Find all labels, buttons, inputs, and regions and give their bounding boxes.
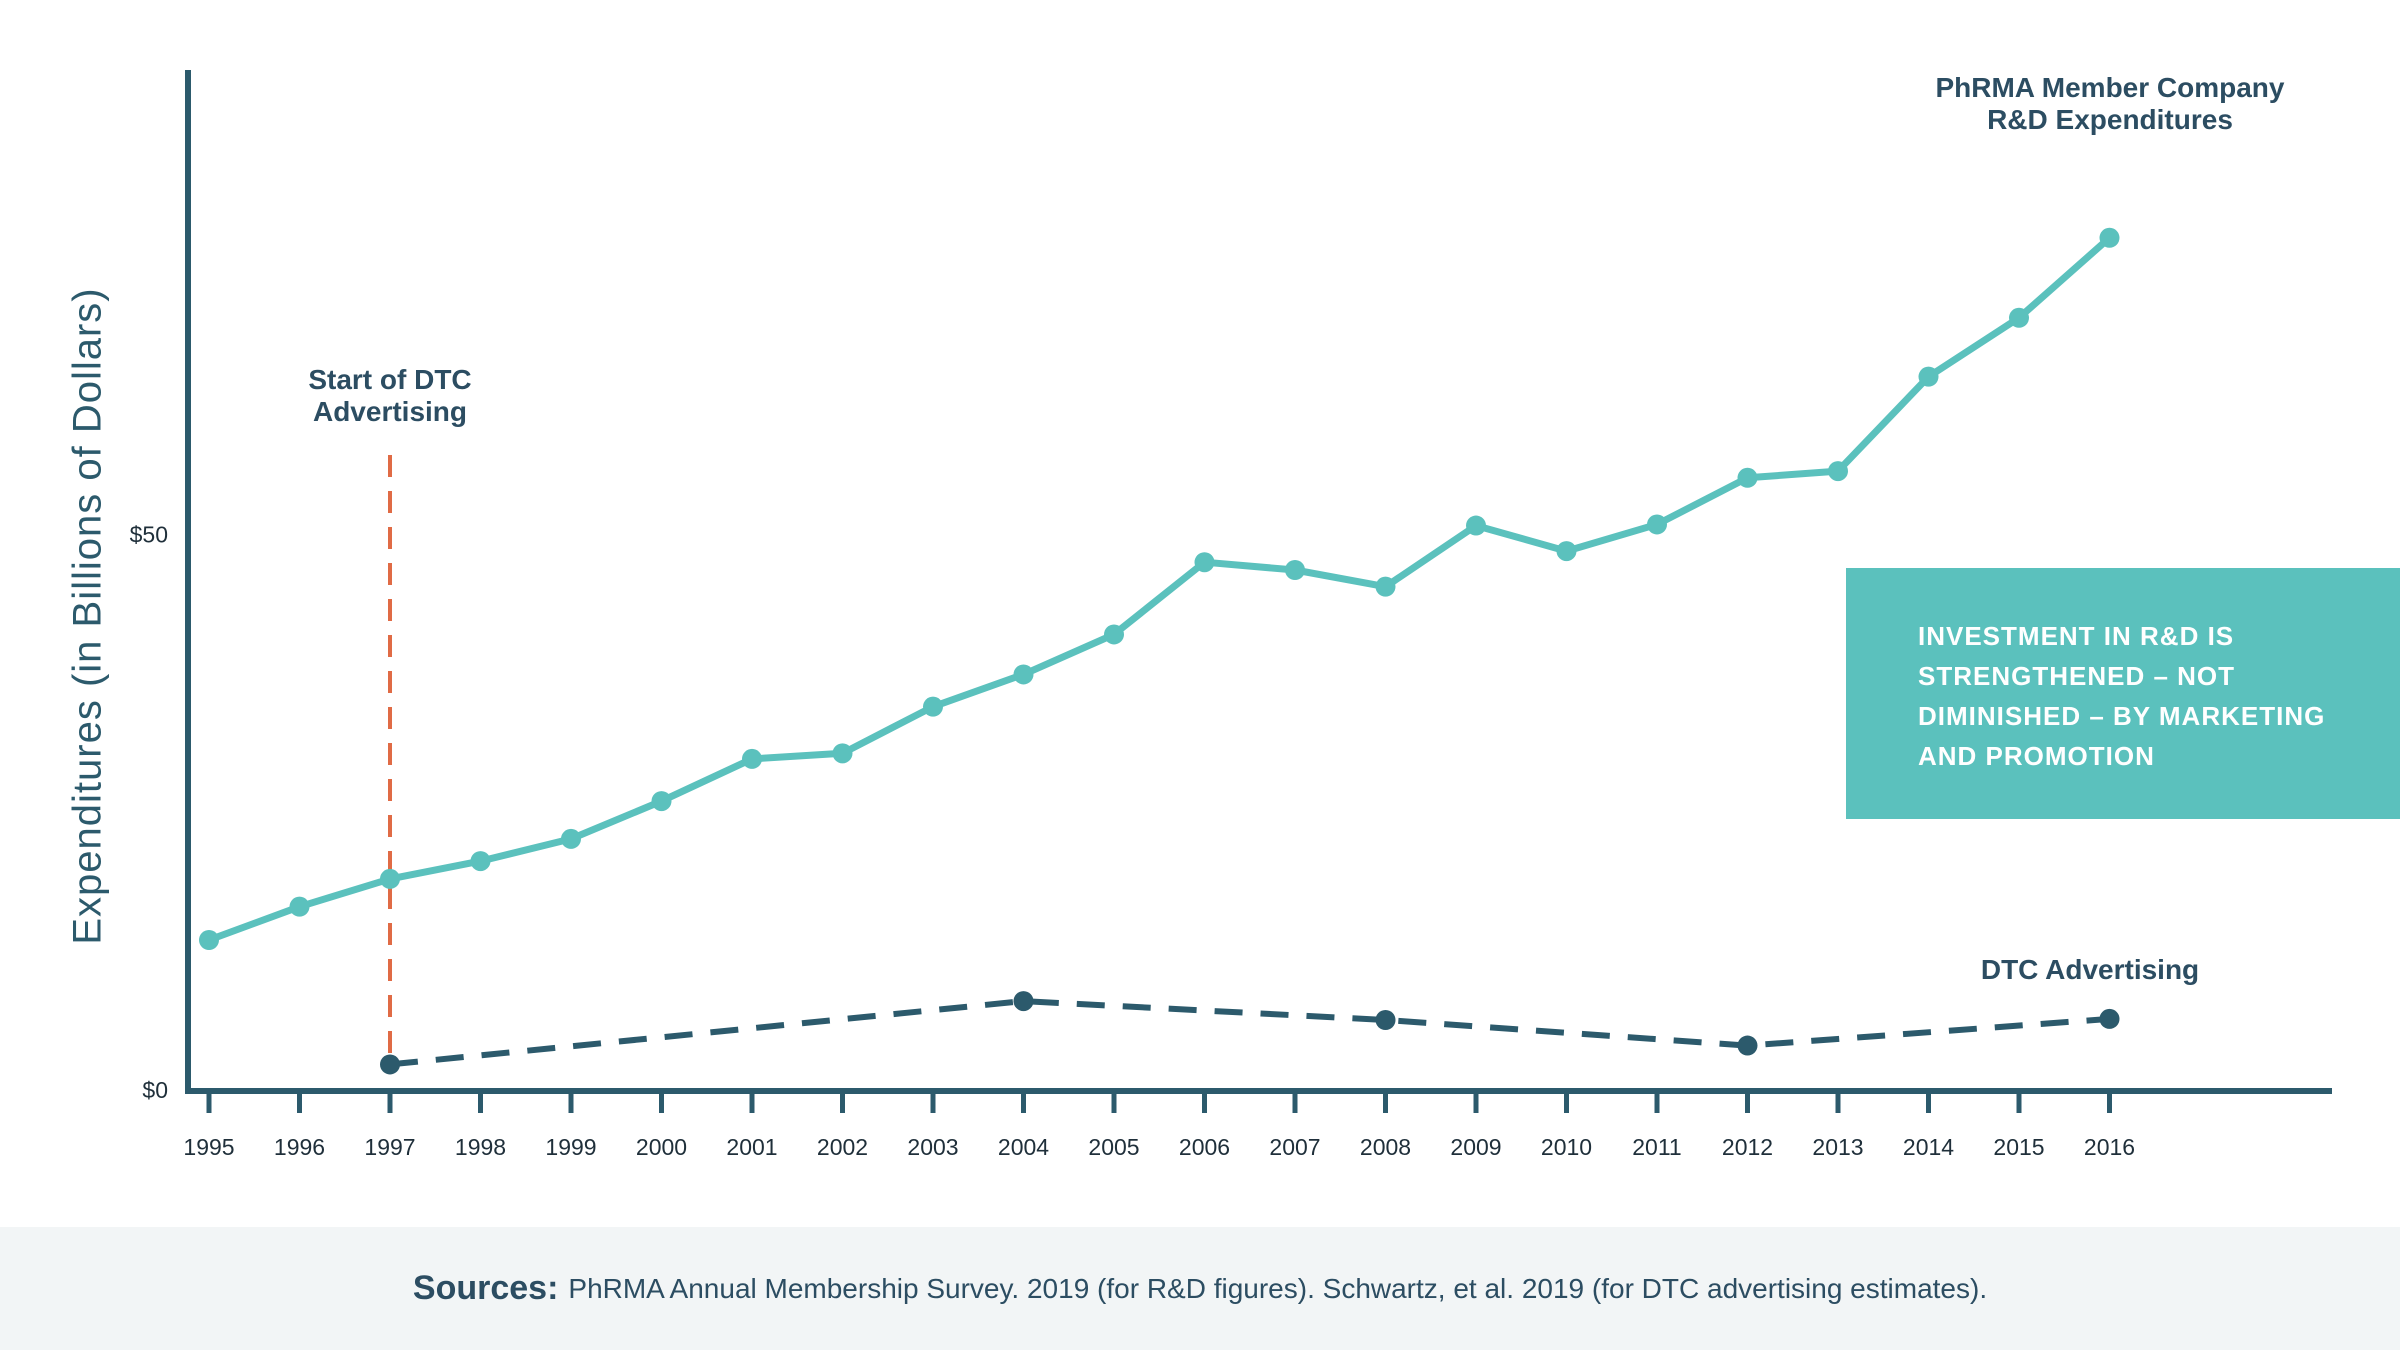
x-tick-label-1998: 1998 — [455, 1134, 506, 1160]
y-tick-label-0: $0 — [142, 1077, 168, 1103]
x-tick-label-2002: 2002 — [817, 1134, 868, 1160]
rd-series-point-1995 — [199, 930, 219, 950]
x-tick-label-1996: 1996 — [274, 1134, 325, 1160]
x-tick-label-2012: 2012 — [1722, 1134, 1773, 1160]
rd-series-point-2008 — [1375, 576, 1396, 597]
dtc-start-annotation-line1: Start of DTC — [308, 364, 472, 395]
x-tick-label-2011: 2011 — [1632, 1134, 1681, 1160]
footer-bar: Sources: PhRMA Annual Membership Survey.… — [0, 1227, 2400, 1350]
x-tick-label-2003: 2003 — [907, 1134, 958, 1160]
x-tick-label-2004: 2004 — [998, 1134, 1049, 1160]
dtc-series-point-2008 — [1375, 1010, 1396, 1030]
rd-series-point-2010 — [1556, 541, 1577, 562]
x-tick-label-2009: 2009 — [1450, 1134, 1501, 1160]
rd-series-point-2013 — [1828, 461, 1848, 482]
x-tick-label-2005: 2005 — [1088, 1134, 1139, 1160]
x-tick-label-2013: 2013 — [1812, 1134, 1863, 1160]
rd-series-point-2014 — [1918, 366, 1939, 387]
x-tick-label-2007: 2007 — [1269, 1134, 1320, 1160]
dtc-series-point-2016 — [2099, 1008, 2120, 1029]
callout-box: INVESTMENT IN R&D IS STRENGTHENED – NOT … — [1846, 568, 2400, 819]
x-tick-label-1997: 1997 — [364, 1134, 415, 1160]
rd-series-point-2002 — [832, 743, 853, 764]
sources-line: Sources: PhRMA Annual Membership Survey.… — [0, 1227, 2400, 1350]
rd-series-point-1996 — [289, 896, 310, 917]
x-tick-label-2015: 2015 — [1993, 1134, 2044, 1160]
rd-series-point-2011 — [1647, 514, 1667, 535]
x-tick-label-2014: 2014 — [1903, 1134, 1954, 1160]
rd-series-label-line1: PhRMA Member Company — [1935, 72, 2285, 103]
sources-text: PhRMA Annual Membership Survey. 2019 (fo… — [568, 1272, 1988, 1304]
callout-text: INVESTMENT IN R&D IS STRENGTHENED – NOT … — [1918, 621, 2326, 771]
rd-series-point-2007 — [1285, 560, 1305, 580]
x-tick-label-2006: 2006 — [1179, 1134, 1230, 1160]
y-tick-label-50: $50 — [130, 521, 168, 547]
rd-series-point-2016 — [2099, 227, 2120, 248]
rd-series-point-2001 — [742, 748, 762, 769]
dtc-start-annotation: Start of DTC Advertising — [270, 364, 510, 428]
x-tick-label-2010: 2010 — [1541, 1134, 1592, 1160]
y-axis-title: Expenditures (in Billions of Dollars) — [65, 287, 110, 945]
rd-series-point-2003 — [923, 696, 943, 717]
dtc-series-line — [389, 998, 2110, 1068]
rd-series-point-2015 — [2009, 307, 2029, 328]
dtc-series-label: DTC Advertising — [1980, 954, 2200, 985]
series — [199, 227, 2120, 1075]
rd-series-point-2004 — [1013, 664, 1034, 685]
x-tick-label-1999: 1999 — [545, 1134, 596, 1160]
x-tick-label-2001: 2001 — [726, 1134, 777, 1160]
x-tick-label-2000: 2000 — [636, 1134, 687, 1160]
rd-series-point-2006 — [1194, 552, 1215, 573]
rd-series-point-2000 — [651, 791, 672, 812]
rd-series-point-2005 — [1104, 624, 1124, 645]
rd-series-point-1997 — [380, 868, 400, 889]
rd-series-line — [205, 234, 2113, 944]
sources-label: Sources: — [412, 1269, 559, 1307]
dtc-series-point-2004 — [1013, 991, 1034, 1012]
rd-series-label-line2: R&D Expenditures — [1987, 104, 2233, 135]
dtc-series-point-1997 — [380, 1054, 400, 1075]
rd-series-point-2009 — [1466, 515, 1486, 536]
rd-series-label: PhRMA Member Company R&D Expenditures — [1890, 72, 2330, 136]
dtc-series-point-2012 — [1737, 1035, 1758, 1056]
x-tick-label-2016: 2016 — [2084, 1134, 2135, 1160]
tick-labels: 1995 1996 1997 1998 1999 2000 2001 2002 2003 2004… — [130, 521, 2135, 1160]
axes — [185, 70, 2332, 1113]
rd-series-point-2012 — [1737, 467, 1758, 488]
x-tick-label-1995: 1995 — [183, 1134, 234, 1160]
dtc-start-annotation-line2: Advertising — [312, 396, 468, 427]
x-tick-label-2008: 2008 — [1360, 1134, 1411, 1160]
rd-series-point-1998 — [470, 851, 491, 872]
rd-series-point-1999 — [561, 828, 581, 849]
